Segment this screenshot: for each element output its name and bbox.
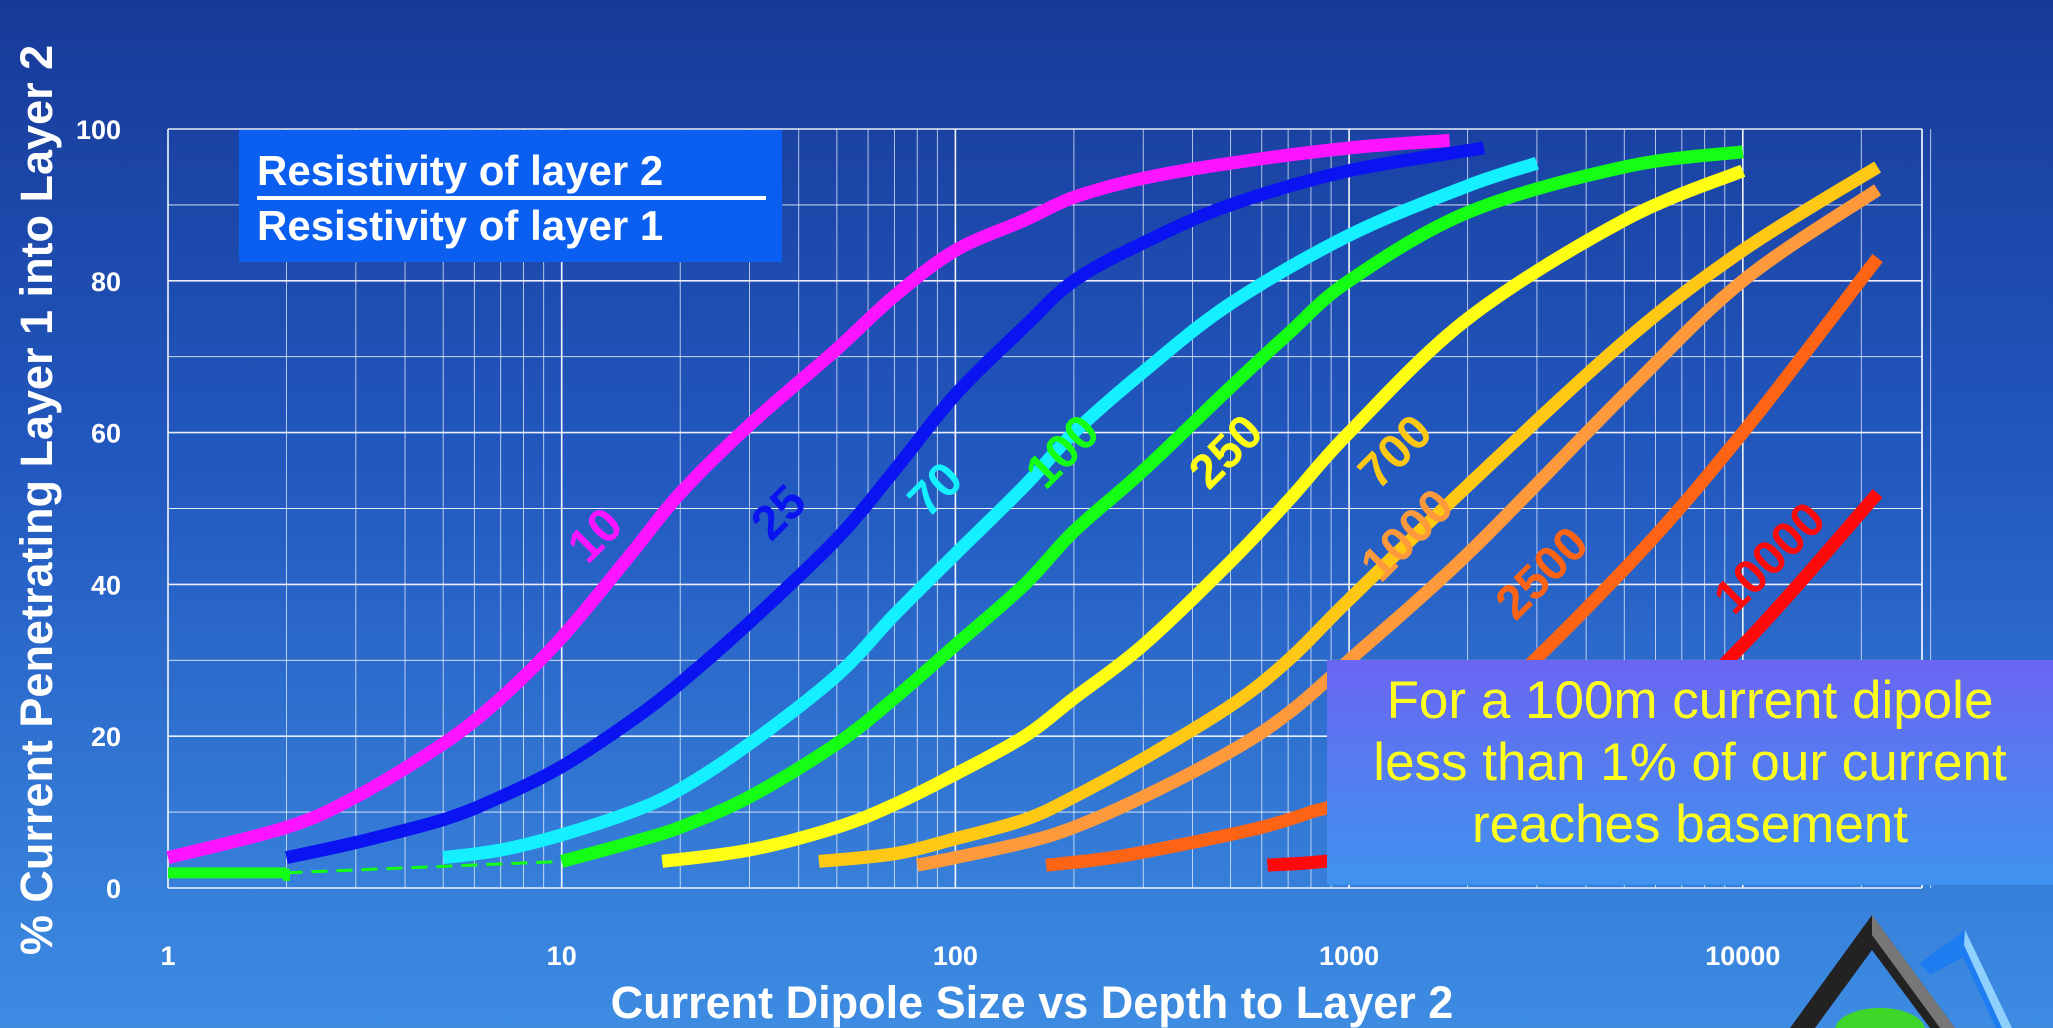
y-tick-label: 40: [91, 570, 121, 600]
annotation-line-1: For a 100m current dipole: [1386, 671, 1994, 730]
y-tick-label: 20: [91, 722, 121, 752]
series-line-250: [661, 164, 1746, 868]
series-line-25: [285, 141, 1485, 864]
fraction-bar: [257, 196, 766, 200]
annotation-line-2: less than 1% of our current: [1373, 733, 2007, 792]
x-tick-label: 1: [160, 941, 175, 971]
y-tick-label: 80: [91, 267, 121, 297]
baseline-dashed: [286, 859, 562, 875]
resistivity-ratio-legend: Resistivity of layer 2 Resistivity of la…: [239, 130, 782, 262]
series-line-70: [442, 157, 1539, 865]
x-tick-label: 10: [547, 941, 577, 971]
y-tick-label: 60: [91, 419, 121, 449]
legend-denominator: Resistivity of layer 1: [257, 202, 664, 249]
series-line-1000: [916, 184, 1882, 872]
legend-numerator: Resistivity of layer 2: [257, 147, 664, 194]
annotation-box: For a 100m current dipole less than 1% o…: [1327, 660, 2053, 885]
annotation-line-3: reaches basement: [1471, 795, 1909, 854]
series-line-100: [560, 145, 1744, 868]
x-tick-label: 1000: [1319, 941, 1379, 971]
axis-ticks: 1 10 100 1000 10000 0 20 40 60 80 100: [76, 115, 1780, 971]
series-line-10: [166, 133, 1451, 864]
y-tick-label: 100: [76, 115, 121, 145]
series-line-700: [818, 161, 1882, 868]
x-tick-label: 100: [933, 941, 978, 971]
curve-label-25: 25: [741, 475, 816, 550]
curve-label-70: 70: [898, 452, 973, 527]
y-axis-title: % Current Penetrating Layer 1 into Layer…: [11, 45, 62, 955]
logo-icon: [1790, 915, 2012, 1028]
x-axis-title: Current Dipole Size vs Depth to Layer 2: [611, 977, 1454, 1028]
x-tick-label: 10000: [1705, 941, 1780, 971]
y-tick-label: 0: [106, 874, 121, 904]
